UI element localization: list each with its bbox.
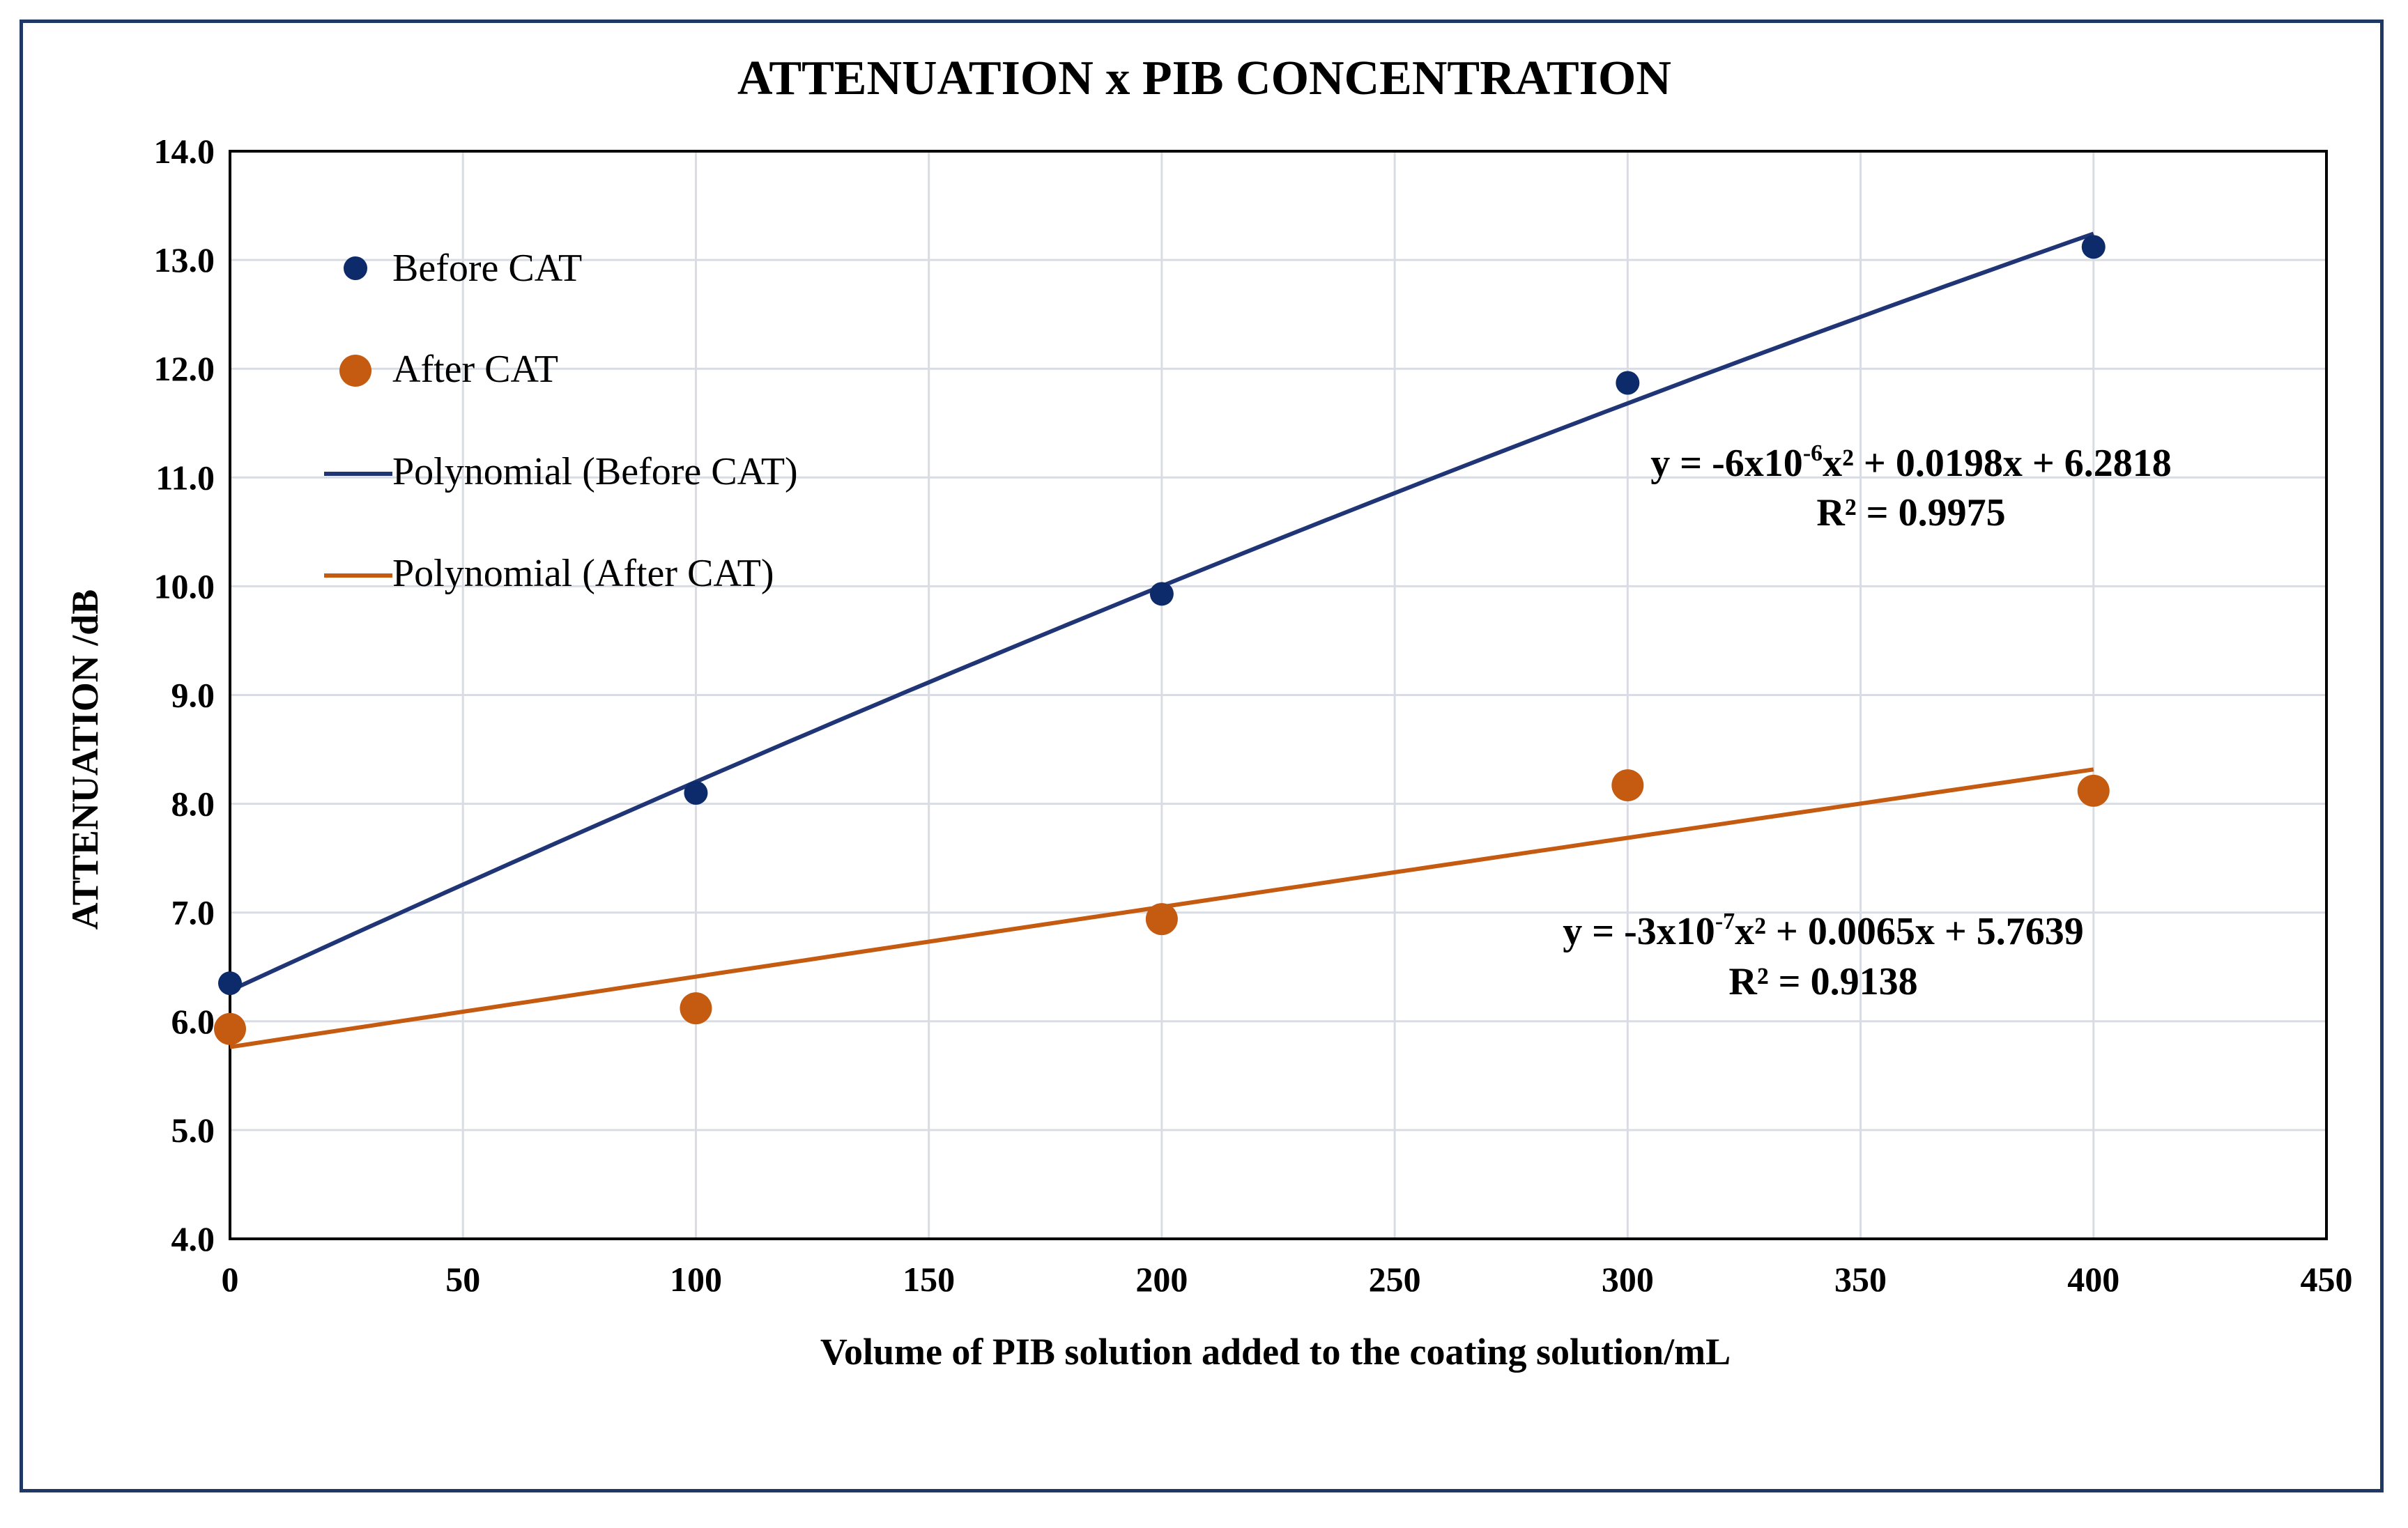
point-before-cat [2081, 235, 2106, 259]
y-tick-label: 7.0 [171, 893, 215, 932]
y-tick-label: 4.0 [171, 1219, 215, 1258]
point-after-cat [214, 1012, 246, 1045]
point-after-cat [680, 992, 712, 1025]
chart-title: ATTENUATION x PIB CONCENTRATION [737, 52, 1671, 105]
y-tick-label: 14.0 [154, 132, 215, 171]
x-tick-label: 300 [1602, 1260, 1654, 1299]
point-before-cat [1616, 371, 1640, 395]
point-after-cat [2077, 774, 2110, 807]
x-tick-label: 0 [222, 1260, 239, 1299]
y-axis-title: ATTENUATION /dB [64, 589, 106, 930]
point-before-cat [1149, 582, 1174, 606]
x-tick-label: 200 [1135, 1260, 1188, 1299]
legend-marker-before-cat [344, 256, 367, 280]
equation-before: y = -6x10-6x² + 0.0198x + 6.2818 R² = 0.… [1650, 440, 2172, 534]
x-tick-label: 250 [1369, 1260, 1421, 1299]
y-tick-label: 13.0 [154, 240, 215, 279]
grid [229, 150, 2328, 1240]
legend-label-before-cat: Before CAT [392, 247, 582, 290]
y-tick-label: 6.0 [171, 1002, 215, 1041]
legend-marker-after-cat [339, 355, 371, 387]
y-tick-label: 12.0 [154, 349, 215, 388]
equation-before-text: y = -6x10-6x² + 0.0198x + 6.2818 [1650, 440, 2172, 485]
x-tick-label: 100 [670, 1260, 722, 1299]
legend: Before CAT After CAT Polynomial (Before … [324, 247, 798, 595]
axis-ticks: 0 50 100 150 200 250 300 350 400 450 4.0 5.0 6.0 7.0 8… [154, 132, 2353, 1299]
point-before-cat [218, 971, 242, 996]
x-tick-label: 50 [445, 1260, 480, 1299]
y-tick-label: 10.0 [154, 566, 215, 605]
r-squared-before: R² = 0.9975 [1816, 491, 2005, 534]
y-tick-label: 5.0 [171, 1111, 215, 1150]
plot-area [229, 150, 2328, 1240]
legend-label-poly-before: Polynomial (Before CAT) [392, 450, 798, 493]
equation-after-text: y = -3x10-7x² + 0.0065x + 5.7639 [1563, 909, 2084, 953]
x-tick-label: 400 [2067, 1260, 2119, 1299]
chart-frame [20, 20, 2384, 1492]
point-after-cat [1145, 903, 1178, 936]
point-after-cat [1611, 769, 1644, 802]
y-tick-label: 9.0 [171, 676, 215, 715]
x-tick-label: 350 [1834, 1260, 1887, 1299]
y-tick-label: 8.0 [171, 785, 215, 824]
r-squared-after: R² = 0.9138 [1728, 960, 1917, 1003]
data-points [214, 235, 2110, 1045]
y-tick-label: 11.0 [155, 458, 215, 497]
point-before-cat [684, 780, 708, 805]
legend-label-after-cat: After CAT [392, 348, 558, 391]
equation-after: y = -3x10-7x² + 0.0065x + 5.7639 R² = 0.… [1563, 909, 2084, 1003]
x-tick-label: 150 [903, 1260, 955, 1299]
x-tick-label: 450 [2301, 1260, 2353, 1299]
legend-label-poly-after: Polynomial (After CAT) [392, 552, 774, 595]
x-axis-title: Volume of PIB solution added to the coat… [820, 1331, 1731, 1373]
